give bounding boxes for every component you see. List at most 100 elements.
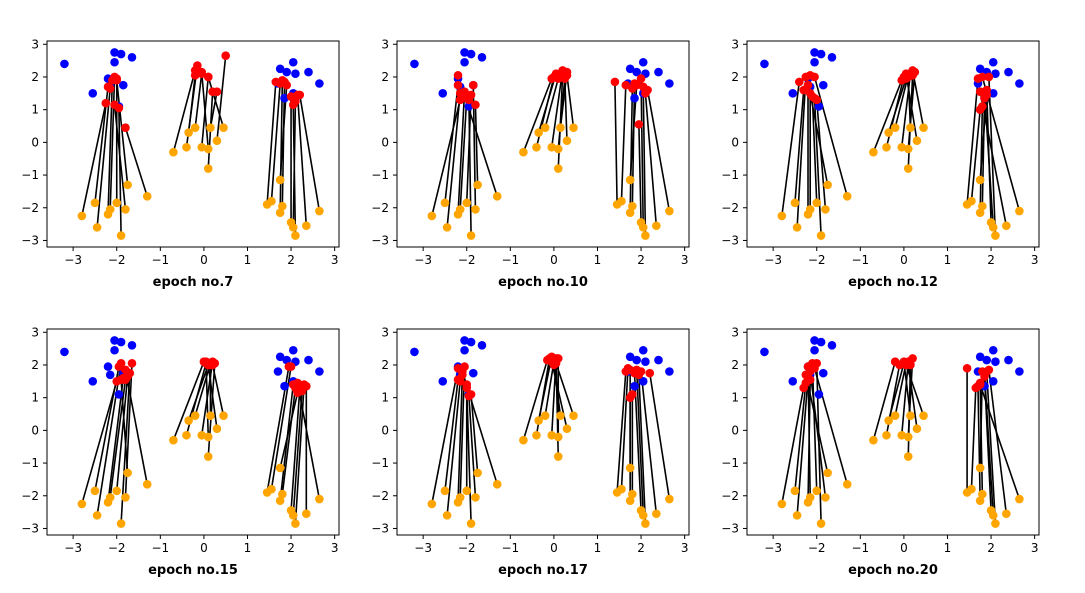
link-line: [457, 91, 466, 215]
source-point: [975, 352, 985, 362]
source-point: [275, 64, 285, 74]
y-tick-label: −1: [21, 168, 39, 182]
moved-point: [975, 380, 985, 389]
start-point: [975, 496, 985, 505]
moved-point: [625, 393, 635, 402]
y-tick-label: 0: [31, 135, 39, 149]
start-point: [123, 468, 132, 478]
plot-area: [60, 48, 324, 240]
x-tick-label: 0: [900, 253, 908, 267]
link-line: [81, 102, 107, 217]
moved-point: [978, 72, 987, 82]
moved-point: [462, 383, 472, 393]
y-tick-label: −3: [371, 233, 389, 247]
start-point: [112, 198, 122, 208]
start-point: [792, 223, 802, 232]
link-line: [459, 98, 468, 210]
start-point: [975, 175, 985, 185]
start-point: [462, 198, 472, 208]
source-point: [60, 347, 69, 357]
subplot-title: epoch no.7: [153, 275, 234, 290]
start-point: [540, 411, 550, 420]
link-line: [200, 71, 210, 149]
moved-point: [632, 80, 642, 90]
link-line: [187, 364, 210, 421]
moved-point: [453, 80, 463, 90]
link-line: [872, 361, 896, 441]
start-point: [90, 198, 100, 208]
start-point: [897, 142, 907, 152]
start-point: [617, 484, 626, 494]
source-point: [110, 345, 119, 355]
x-tick-label: 3: [1031, 253, 1039, 267]
moved-point: [221, 51, 230, 61]
moved-point: [794, 77, 804, 87]
start-point: [206, 123, 215, 132]
subplot-3: −3 −2 −1 0 1 2 3 −3 −2 −1 0 1 2 3 epoch no.12: [721, 37, 1040, 290]
start-point: [203, 452, 213, 461]
start-point: [628, 201, 637, 211]
moved-point: [282, 80, 292, 90]
link-line: [966, 78, 979, 205]
moved-point: [468, 80, 478, 90]
y-tick-label: −1: [21, 456, 39, 470]
subplot-2: −3 −2 −1 0 1 2 3 −3 −2 −1 0 1 2 3 epoch no.10: [371, 37, 690, 290]
plot-area: [60, 336, 324, 528]
subplot-title: epoch no.20: [848, 563, 938, 578]
source-point: [315, 367, 324, 376]
link-line: [468, 395, 477, 498]
source-point: [665, 79, 674, 88]
link-line: [781, 387, 805, 505]
source-point: [814, 390, 824, 399]
source-point: [1004, 355, 1013, 365]
start-point: [903, 452, 913, 461]
start-point: [219, 123, 228, 132]
y-tick-label: 0: [381, 135, 389, 149]
start-point: [440, 486, 450, 496]
start-point: [882, 430, 891, 440]
axes-frame: [746, 40, 1040, 248]
start-point: [638, 223, 648, 232]
source-point: [280, 381, 289, 391]
link-line: [809, 93, 829, 186]
start-point: [532, 142, 541, 152]
source-point: [827, 53, 837, 62]
source-point: [760, 347, 769, 357]
x-tick-label: −3: [414, 253, 432, 267]
x-tick-label: 2: [987, 541, 995, 555]
start-point: [92, 511, 102, 520]
moved-point: [984, 72, 994, 82]
link-line: [794, 89, 805, 203]
y-tick-label: −2: [371, 201, 389, 215]
source-point: [410, 59, 419, 69]
link-line: [813, 76, 849, 197]
link-line: [207, 76, 225, 128]
x-tick-label: 1: [244, 253, 252, 267]
y-tick-label: −2: [721, 201, 739, 215]
link-line: [172, 361, 205, 441]
moved-point: [464, 95, 474, 105]
link-line: [629, 88, 634, 213]
source-point: [818, 80, 828, 90]
plot-area: [410, 336, 674, 528]
start-point: [547, 142, 557, 152]
link-line: [205, 361, 210, 437]
start-point: [790, 486, 800, 496]
x-tick-label: −2: [808, 253, 826, 267]
source-point: [288, 57, 298, 67]
start-point: [823, 180, 832, 190]
start-point: [569, 123, 578, 132]
start-point: [805, 205, 815, 214]
source-point: [816, 337, 826, 347]
start-point: [278, 489, 287, 499]
start-point: [556, 411, 565, 420]
y-tick-label: 2: [31, 358, 39, 372]
start-point: [90, 486, 100, 496]
start-point: [121, 493, 130, 502]
link-line: [907, 358, 914, 437]
y-tick-label: −1: [371, 456, 389, 470]
source-point: [460, 336, 469, 345]
start-point: [652, 509, 661, 519]
start-point: [842, 192, 852, 201]
